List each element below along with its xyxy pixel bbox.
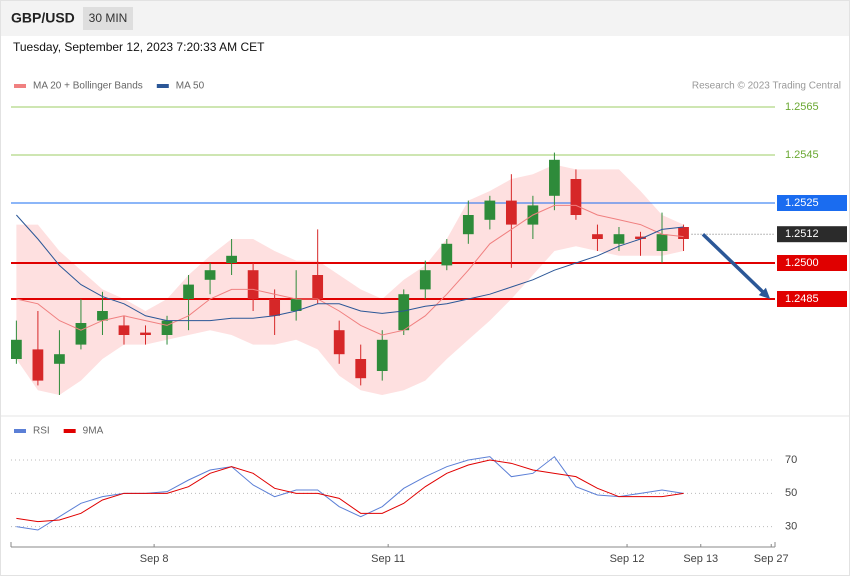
interval: 30 MIN [89,11,128,25]
candle-body [11,339,22,359]
candle-body [656,234,668,251]
series-line [16,459,684,523]
candle-body [54,354,65,364]
candle-body [32,349,44,381]
candle-body [333,330,345,355]
x-tick-label: Sep 11 [371,553,405,565]
interval-badge [83,7,133,30]
legend-label: 9MA [83,426,104,437]
timestamp: Tuesday, September 12, 2023 7:20:33 AM C… [13,40,265,54]
series-line [16,204,684,336]
candle-body [75,323,87,345]
legend-label: RSI [33,426,50,437]
candle-body [247,270,259,299]
x-tick-label: Sep 13 [683,553,718,565]
level-label-box [777,291,847,307]
candle-body [183,284,194,299]
candle-body [226,255,237,263]
candle-body [161,320,173,335]
candle-body [118,325,130,335]
y-tick-label: 50 [785,487,797,499]
candle-body [204,270,216,280]
header-bar [1,1,849,36]
candle-body [613,234,625,244]
level-label: 1.2565 [785,101,819,113]
forecast-arrow [701,232,768,297]
candle-body [140,332,151,335]
level-label-box [777,255,847,271]
series-line [16,214,684,322]
candle-body [398,294,410,331]
legend-swatch [63,429,76,433]
x-tick-label: Sep 12 [610,553,645,565]
y-tick-label: 70 [785,454,797,466]
candle-body [312,275,324,299]
level-label: 1.2525 [785,197,819,209]
candle-body [419,270,431,290]
candle-body [570,179,582,215]
candle-body [505,200,517,225]
candle-body [441,243,453,266]
level-label: 1.2512 [785,228,819,240]
level-label: 1.2545 [785,149,819,161]
candle-body [97,311,108,321]
legend-label: MA 50 [176,81,205,92]
level-label-box [777,226,847,243]
candle-body [592,234,603,239]
x-tick-label: Sep 27 [754,553,789,565]
legend-swatch [14,429,26,433]
candle-body [678,227,689,239]
legend-swatch [156,84,169,88]
candle-body [290,299,302,311]
forecast-arrowhead [758,287,771,299]
candle-body [355,359,367,379]
candle-body [484,200,496,220]
candle-body [269,299,281,316]
candle-body [635,236,646,239]
source: Research © 2023 Trading Central [692,81,841,92]
legend-label: MA 20 + Bollinger Bands [33,81,143,92]
level-label: 1.2500 [785,257,819,269]
candle-body [549,159,560,196]
legend-swatch [14,84,26,88]
x-tick-label: Sep 8 [140,553,169,565]
level-label-box [777,195,847,211]
level-label: 1.2485 [785,293,819,305]
candle-body [376,339,388,371]
symbol: GBP/USD [11,10,75,26]
candle-body [462,215,474,235]
y-tick-label: 30 [785,521,797,533]
